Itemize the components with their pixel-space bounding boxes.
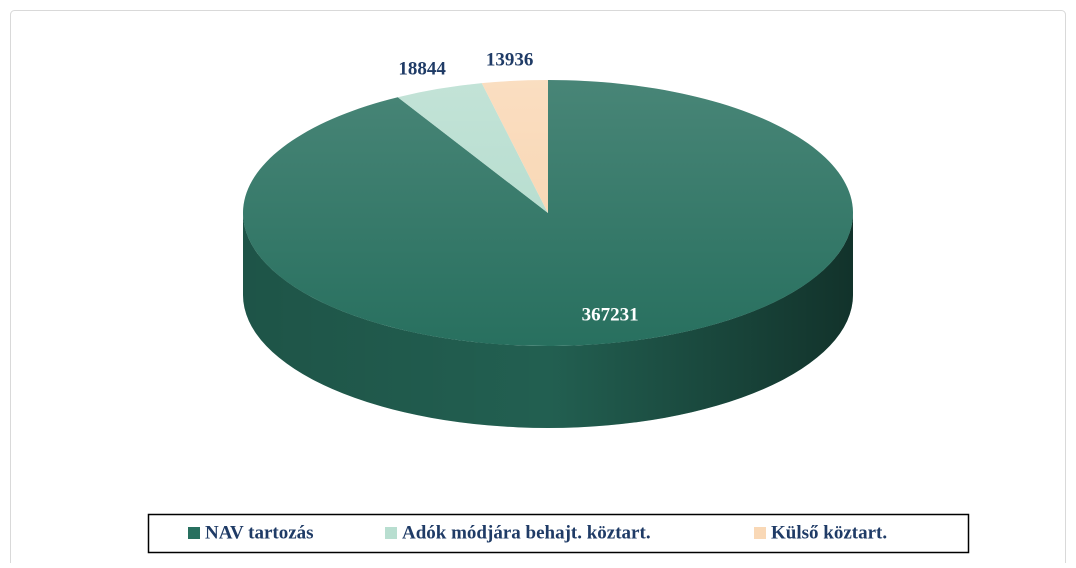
legend: NAV tartozás Adók módjára behajt. köztart… [188, 522, 887, 543]
data-labels: 367231 18844 13936 [398, 49, 638, 325]
data-label: 367231 [582, 304, 639, 325]
pie-slice-gloss [397, 83, 548, 213]
pie-slice-gloss [242, 80, 853, 346]
legend-swatch [188, 527, 200, 539]
legend-box [147, 513, 970, 554]
legend-label: Külső köztart. [771, 522, 887, 543]
legend-swatch [385, 527, 397, 539]
data-label: 13936 [486, 49, 534, 70]
pie-side-shade [243, 213, 853, 428]
legend-label: Adók módjára behajt. köztart. [402, 522, 651, 543]
legend-label: NAV tartozás [205, 522, 314, 543]
pie-slice-gloss [481, 80, 548, 213]
pie-sides [243, 213, 853, 428]
pie-tops [242, 80, 853, 346]
chart-border [10, 10, 1066, 568]
data-label: 18844 [398, 59, 446, 80]
legend-swatch [754, 527, 766, 539]
